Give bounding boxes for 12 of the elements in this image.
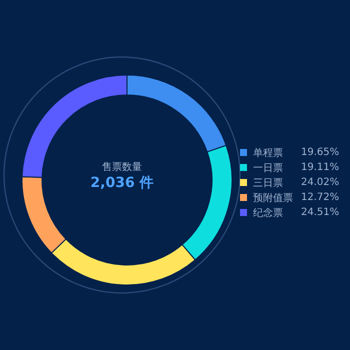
text: 2,036 件	[89, 174, 155, 192]
data-label: 19.65%	[301, 147, 340, 158]
legend-label: 预附值票	[253, 192, 294, 204]
data-label: 12.72%	[301, 192, 340, 203]
data-label: 24.02%	[301, 177, 340, 188]
legend-label: 一日票	[253, 162, 284, 174]
legend-label: 单程票	[253, 146, 284, 160]
data-label: 24.51%	[301, 207, 340, 218]
data-label: 19.11%	[301, 162, 340, 173]
legend-label: 纪念票	[253, 206, 284, 220]
legend-label: 三日票	[253, 176, 284, 190]
text: 售票数量	[101, 161, 143, 174]
